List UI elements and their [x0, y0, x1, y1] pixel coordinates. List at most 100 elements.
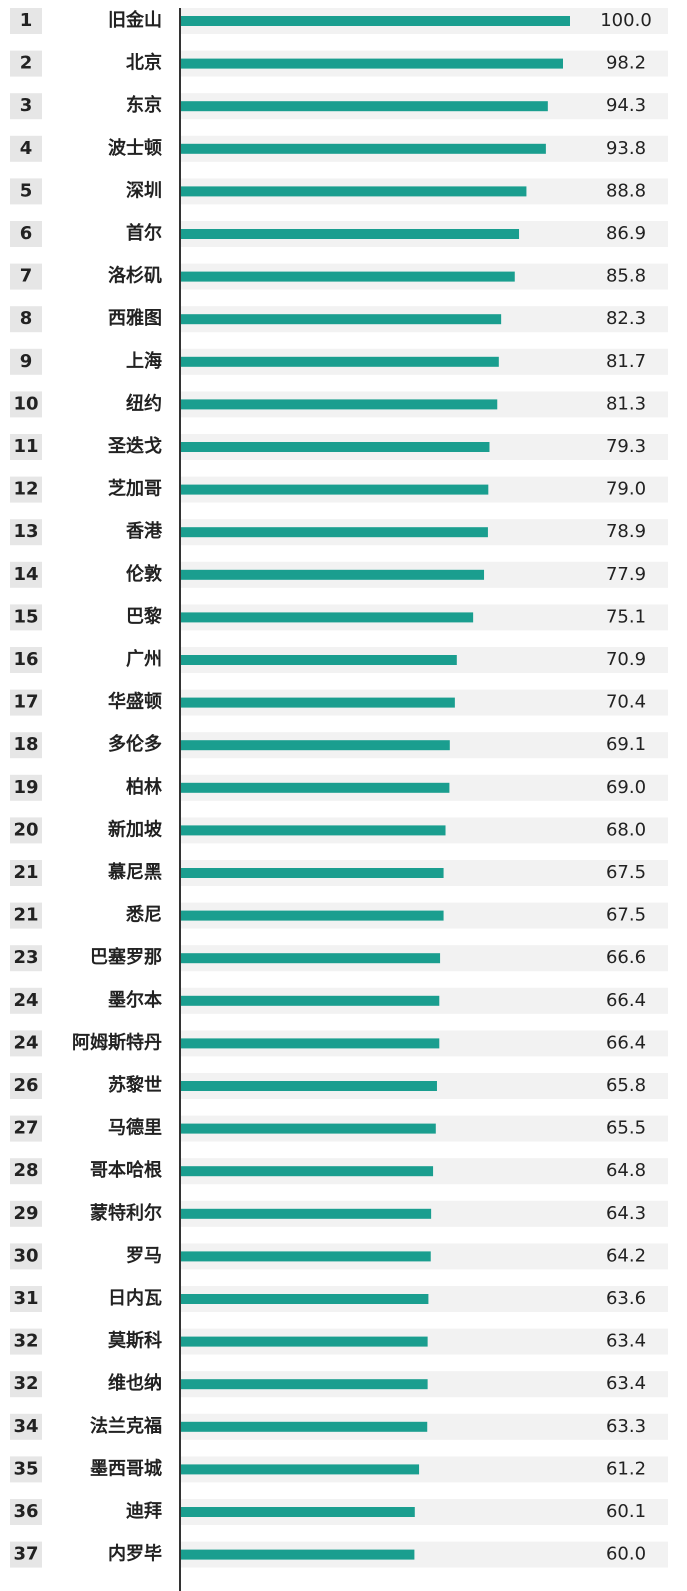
rank: 14	[13, 564, 38, 585]
city-label: 内罗毕	[108, 1543, 162, 1565]
city-label: 旧金山	[108, 9, 162, 31]
rank-box	[10, 434, 42, 460]
value-label: 66.4	[606, 1032, 646, 1053]
rank: 8	[20, 308, 33, 329]
rank: 32	[13, 1373, 38, 1394]
rank-box	[10, 1328, 42, 1355]
rank-box	[10, 860, 42, 886]
rank: 26	[13, 1075, 38, 1096]
rank-box	[10, 1030, 42, 1057]
rank: 17	[13, 692, 38, 713]
value-label: 82.3	[606, 308, 646, 329]
value-label: 70.9	[606, 649, 646, 670]
rank-box	[10, 1541, 42, 1568]
bar	[181, 1549, 415, 1560]
rank-box	[10, 1243, 42, 1270]
bar	[181, 953, 441, 964]
bar	[181, 740, 450, 751]
city-label: 伦敦	[126, 563, 163, 585]
value-label: 68.0	[606, 819, 646, 840]
city-label: 苏黎世	[108, 1074, 162, 1096]
value-label: 93.8	[606, 138, 646, 159]
value-label: 64.8	[606, 1160, 646, 1181]
rank: 12	[13, 479, 38, 500]
value-label: 67.5	[606, 905, 646, 926]
bar	[181, 101, 548, 112]
city-label: 首尔	[126, 222, 162, 244]
value-label: 63.4	[606, 1331, 646, 1352]
rank-box	[10, 348, 42, 375]
city-label: 维也纳	[108, 1372, 162, 1394]
value-label: 65.5	[606, 1118, 646, 1139]
rank-box	[10, 689, 42, 716]
city-label: 马德里	[108, 1117, 162, 1139]
rank-box	[10, 817, 42, 844]
rank-box	[10, 1158, 42, 1185]
bar	[181, 782, 450, 793]
bar	[181, 442, 490, 452]
rank: 36	[13, 1501, 38, 1522]
city-label: 墨西哥城	[90, 1457, 162, 1479]
rank: 5	[20, 180, 33, 201]
city-label: 哥本哈根	[90, 1159, 162, 1181]
bar	[181, 655, 457, 665]
value-label: 85.8	[606, 266, 646, 287]
value-label: 78.9	[606, 521, 646, 542]
rank: 32	[13, 1331, 38, 1352]
city-label: 罗马	[126, 1245, 162, 1266]
rank: 30	[13, 1245, 38, 1266]
rank-box	[10, 647, 42, 673]
rank-box	[10, 519, 42, 546]
value-label: 75.1	[606, 606, 646, 627]
rank: 18	[13, 734, 38, 755]
rank-box	[10, 1371, 42, 1398]
rank-box	[10, 1115, 42, 1142]
rank-box	[10, 1286, 42, 1312]
bar	[181, 186, 527, 197]
city-label: 新加坡	[108, 818, 163, 840]
bar	[181, 868, 444, 878]
rank-box	[10, 902, 42, 929]
bar	[181, 1421, 428, 1432]
rank-box	[10, 306, 42, 333]
value-label: 66.4	[606, 990, 646, 1011]
rank-box	[10, 178, 42, 205]
rank: 3	[20, 95, 33, 116]
value-label: 60.0	[606, 1544, 646, 1565]
rank: 24	[13, 990, 38, 1011]
bar	[181, 697, 455, 708]
rank-box	[10, 945, 42, 972]
city-label: 多伦多	[108, 733, 162, 755]
city-label: 波士顿	[108, 137, 162, 159]
value-label: 81.7	[606, 351, 646, 372]
rank: 19	[13, 777, 38, 798]
city-label: 北京	[126, 52, 162, 74]
bar	[181, 229, 520, 239]
value-label: 79.3	[606, 436, 646, 457]
value-label: 65.8	[606, 1075, 646, 1096]
rank: 1	[20, 10, 33, 31]
rank: 24	[13, 1032, 38, 1053]
value-label: 77.9	[606, 564, 646, 585]
bar	[181, 1208, 432, 1219]
value-label: 79.0	[606, 479, 646, 500]
rank-box	[10, 774, 42, 801]
rank: 35	[13, 1458, 38, 1479]
bar	[181, 1336, 428, 1347]
rank: 15	[13, 606, 38, 627]
rank-box	[10, 1456, 42, 1483]
rank-box	[10, 476, 42, 503]
bar	[181, 527, 488, 538]
value-label: 100.0	[600, 10, 652, 31]
bar	[181, 1507, 415, 1517]
rank: 7	[20, 266, 33, 287]
rank-box	[10, 1200, 42, 1227]
bar	[181, 484, 489, 495]
rank: 9	[20, 351, 33, 372]
bar	[181, 16, 570, 26]
bar	[181, 1166, 434, 1177]
rank: 29	[13, 1203, 38, 1224]
city-label: 阿姆斯特丹	[72, 1031, 162, 1053]
value-label: 70.4	[606, 692, 646, 713]
